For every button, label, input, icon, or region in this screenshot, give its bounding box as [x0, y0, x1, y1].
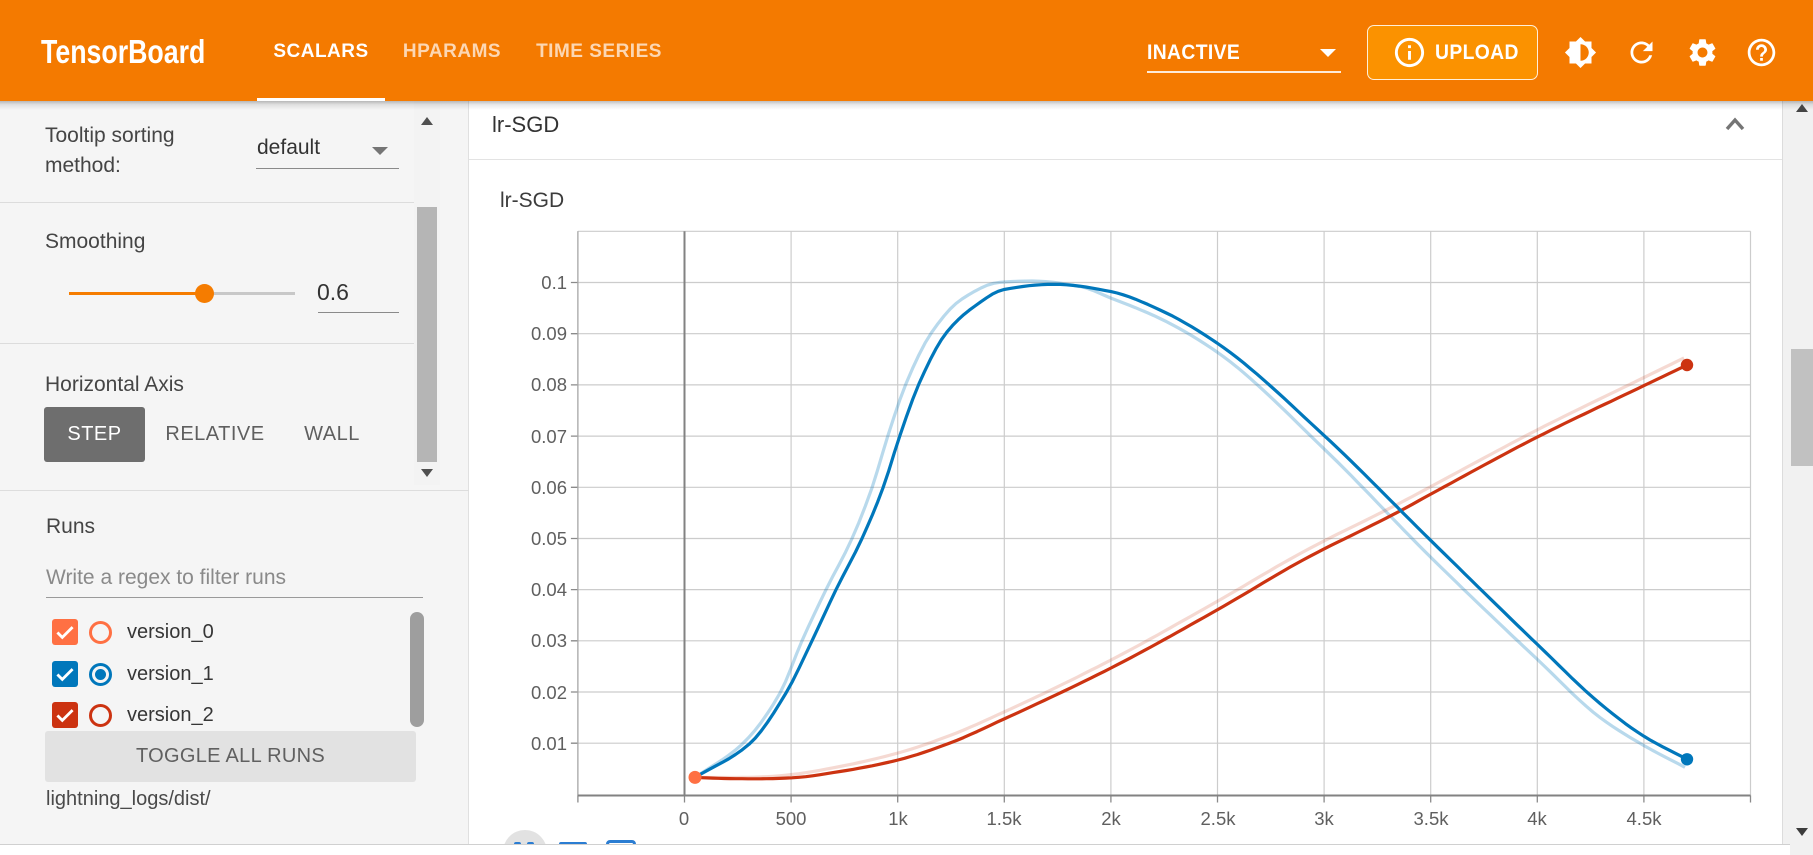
svg-text:3.5k: 3.5k — [1414, 808, 1450, 829]
svg-text:2.5k: 2.5k — [1201, 808, 1237, 829]
svg-text:3k: 3k — [1314, 808, 1334, 829]
svg-text:0.05: 0.05 — [531, 528, 567, 549]
svg-text:0.03: 0.03 — [531, 630, 567, 651]
svg-text:0.07: 0.07 — [531, 426, 567, 447]
svg-text:0.1: 0.1 — [541, 272, 567, 293]
svg-text:0.06: 0.06 — [531, 477, 567, 498]
svg-text:0.04: 0.04 — [531, 579, 567, 600]
svg-text:2k: 2k — [1101, 808, 1121, 829]
svg-text:500: 500 — [776, 808, 807, 829]
svg-text:1.5k: 1.5k — [987, 808, 1023, 829]
svg-text:0: 0 — [679, 808, 689, 829]
svg-text:4k: 4k — [1527, 808, 1547, 829]
svg-text:0.08: 0.08 — [531, 374, 567, 395]
svg-text:4.5k: 4.5k — [1627, 808, 1663, 829]
svg-text:0.01: 0.01 — [531, 733, 567, 754]
svg-text:1k: 1k — [888, 808, 908, 829]
svg-text:0.09: 0.09 — [531, 323, 567, 344]
svg-text:0.02: 0.02 — [531, 682, 567, 703]
